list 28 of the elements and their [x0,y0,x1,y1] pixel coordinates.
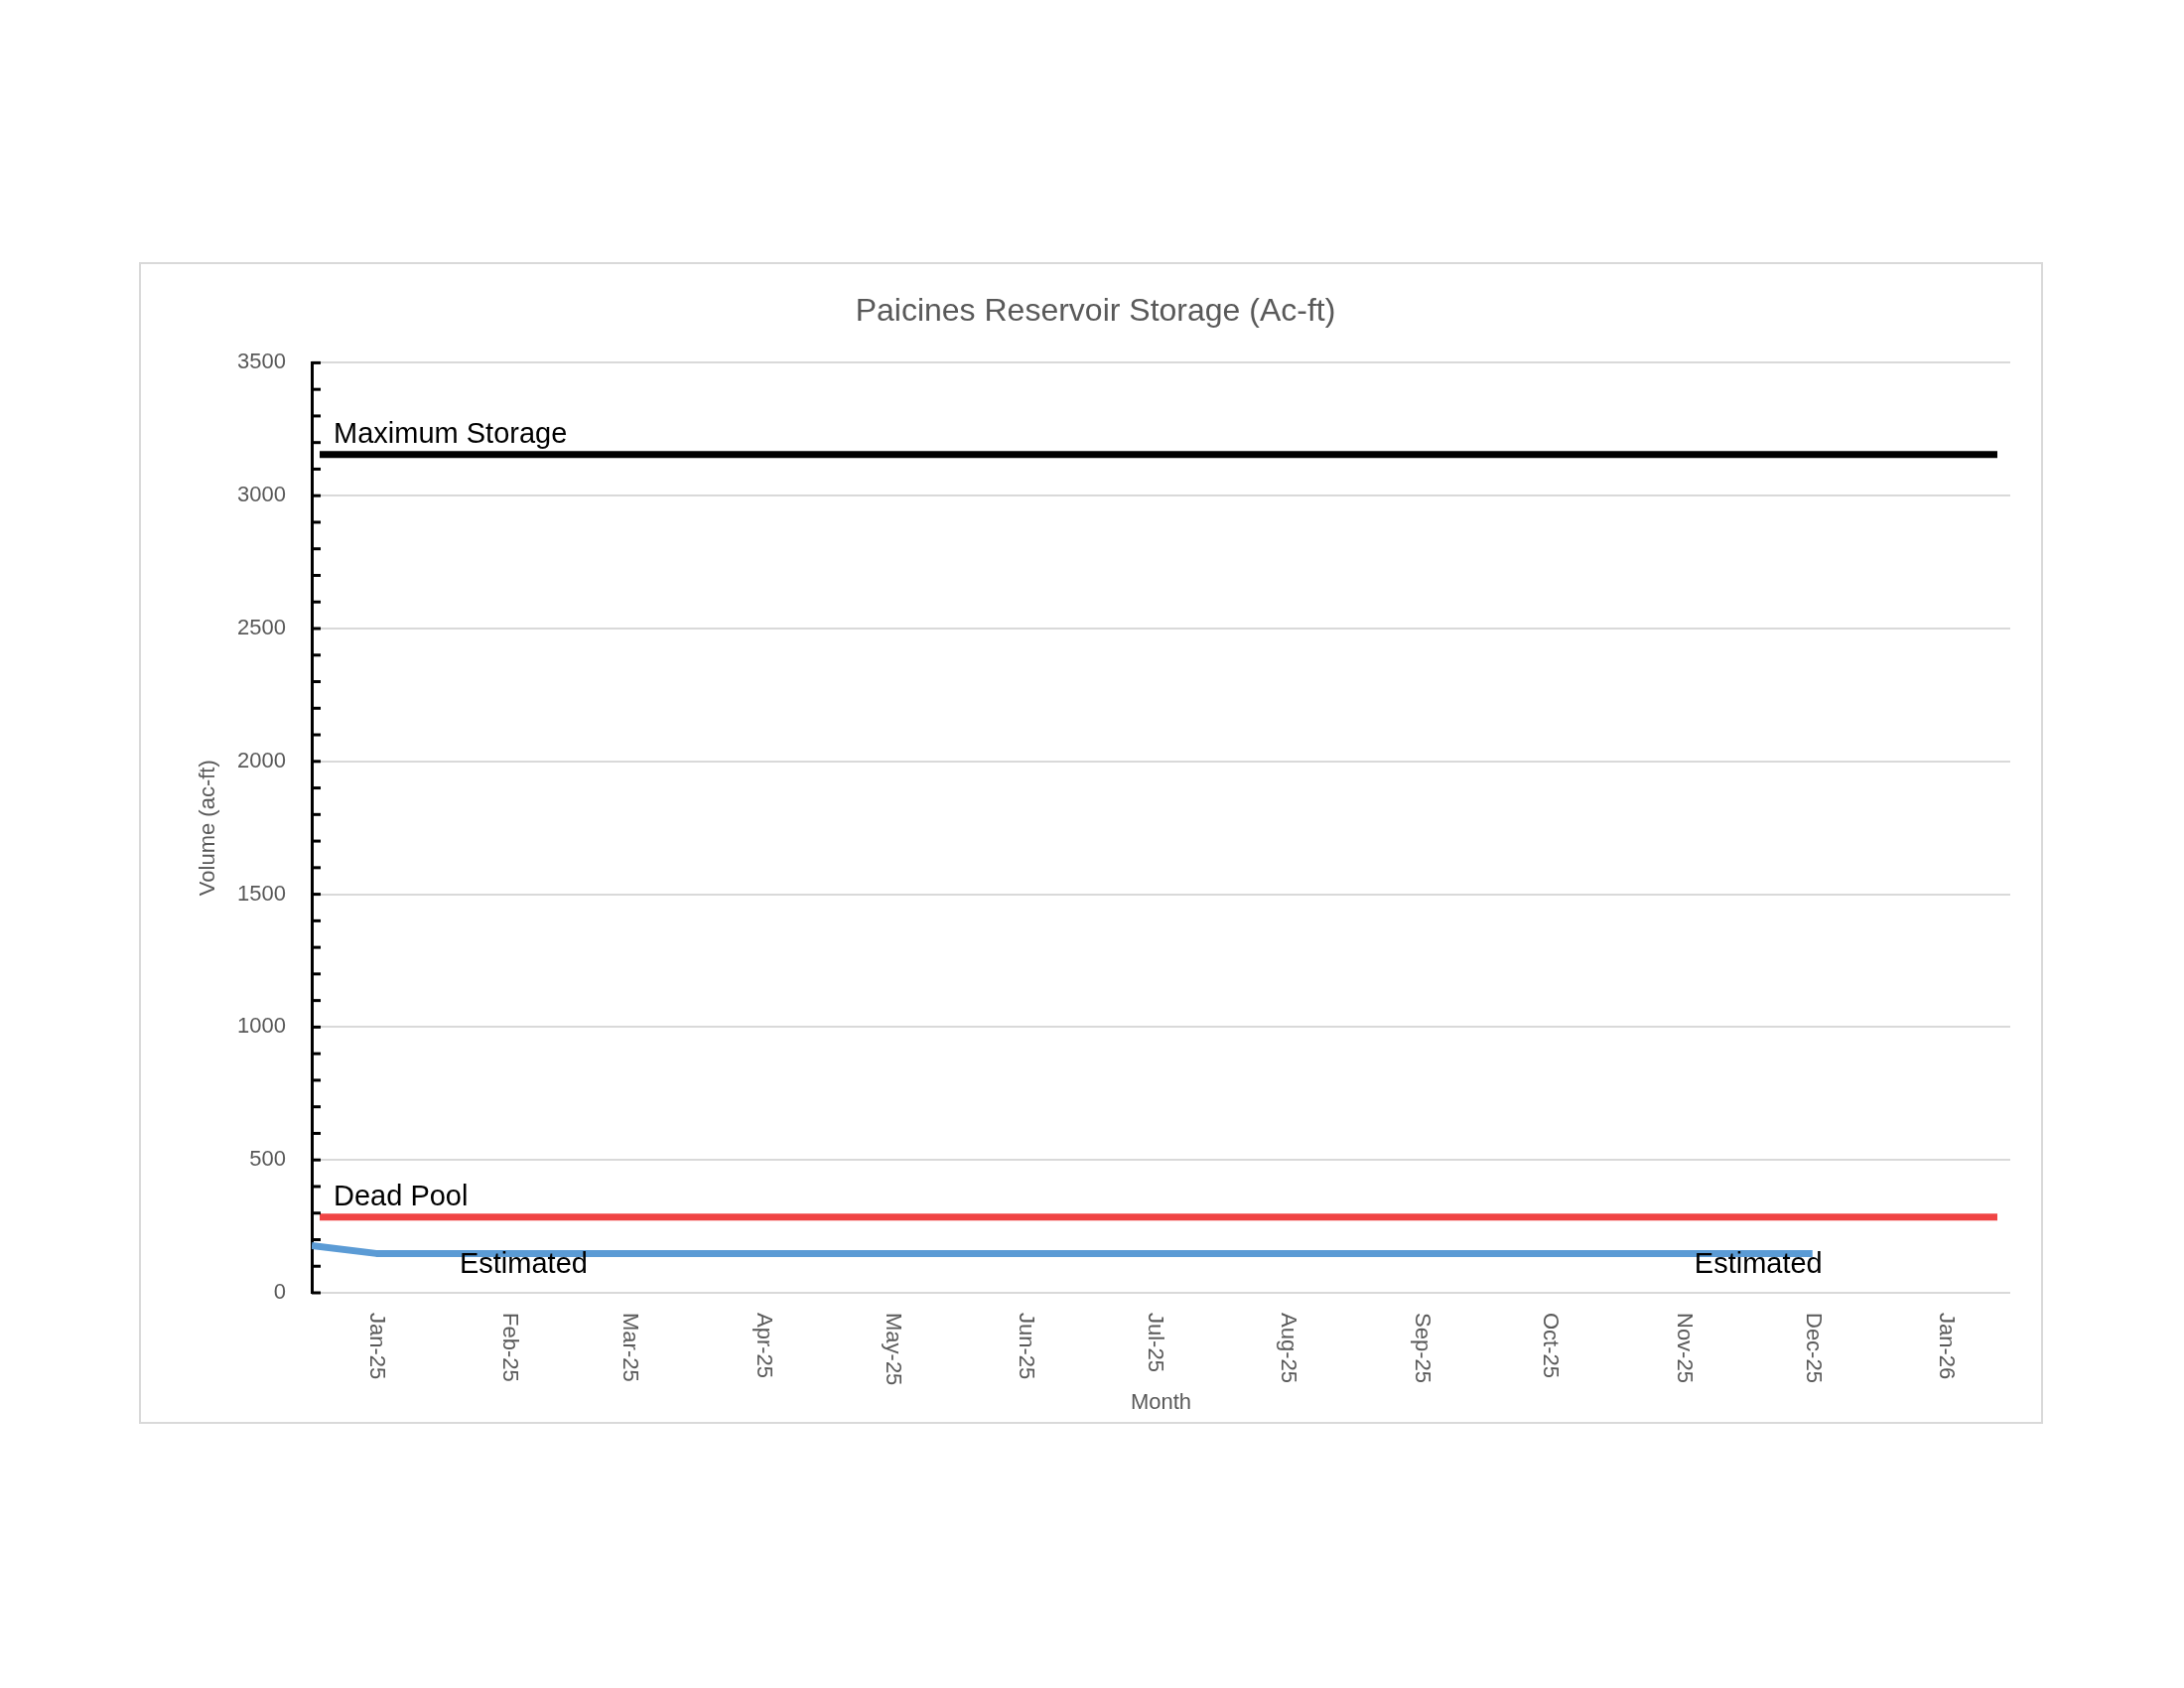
ref-line-label: Dead Pool [334,1179,469,1211]
y-tick-label: 1000 [237,1013,286,1039]
y-tick-label: 2000 [237,747,286,773]
y-tick-label: 500 [249,1146,286,1172]
x-tick-label: Feb-25 [498,1313,524,1382]
x-axis-title: Month [1130,1388,1192,1414]
x-tick-label: Jan-26 [1934,1313,1960,1380]
y-axis-title: Volume (ac-ft) [195,760,220,897]
y-tick-label: 1500 [237,880,286,906]
y-tick-label: 3500 [237,349,286,374]
y-tick-label: 0 [273,1279,286,1305]
y-tick-label: 3000 [237,482,286,507]
chart-title: Paicines Reservoir Storage (Ac-ft) [855,292,1336,329]
x-tick-label: Jan-25 [364,1313,390,1380]
ref-line-label: Maximum Storage [334,416,568,449]
x-tick-label: Apr-25 [751,1313,777,1379]
y-tick-label: 2500 [237,615,286,640]
annotation: Estimated [1694,1247,1823,1280]
x-tick-label: Mar-25 [618,1313,644,1382]
x-tick-label: Jul-25 [1143,1313,1168,1372]
annotation: Estimated [459,1247,588,1280]
x-tick-label: Dec-25 [1801,1313,1827,1383]
x-tick-label: May-25 [881,1313,906,1386]
x-tick-label: Sep-25 [1410,1313,1435,1383]
x-tick-label: Jun-25 [1014,1313,1039,1380]
x-tick-label: Oct-25 [1539,1313,1565,1379]
x-tick-label: Nov-25 [1672,1313,1698,1383]
x-tick-label: Aug-25 [1277,1313,1302,1383]
